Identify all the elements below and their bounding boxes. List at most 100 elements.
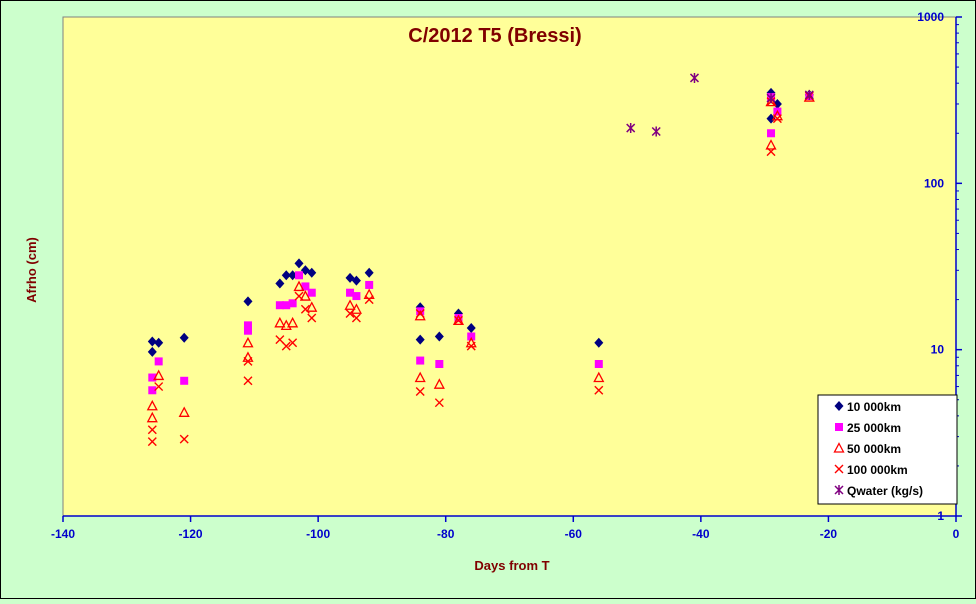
data-point [345,308,355,318]
y-axis-title: Afrho (cm) [24,237,39,303]
data-point [307,313,317,323]
data-point [434,398,444,408]
data-point [243,321,252,330]
data-point [180,376,189,385]
x-tick-label: -120 [179,527,203,541]
x-tick-label: 0 [953,527,960,541]
data-point [153,369,165,381]
legend-marker [835,423,843,431]
data-point [350,303,362,314]
data-point [594,360,603,369]
data-point [288,338,298,348]
data-point [766,93,776,104]
legend-label: Qwater (kg/s) [847,484,923,498]
legend-label: 100 000km [847,463,908,477]
data-point [415,308,425,318]
data-point [416,356,425,365]
data-point [346,288,355,297]
data-point [146,399,158,411]
data-point [364,295,374,305]
data-point [467,332,476,341]
data-point [651,126,661,137]
data-point [179,332,189,343]
data-point [766,113,776,124]
data-point [147,425,157,435]
data-point [154,337,164,348]
data-point [148,386,157,395]
data-point [593,371,605,383]
data-point [365,280,374,289]
data-point [147,346,157,357]
data-point [452,314,465,326]
data-point [804,89,814,100]
legend: 10 000km 25 000km 50 000km 100 000km Qwater … [817,394,958,505]
data-point [300,304,310,314]
data-point [146,411,158,423]
data-point [287,316,299,328]
legend-label: 25 000km [847,421,901,435]
legend-box [817,394,958,505]
data-point [275,301,284,310]
x-tick-label: -20 [820,527,838,541]
y-tick-label: 10 [931,343,945,357]
data-point [307,267,317,278]
data-point [466,341,476,351]
data-point [294,291,304,301]
data-point [351,275,361,286]
data-point [594,337,604,348]
data-point [293,280,305,292]
plot-area [62,16,957,517]
data-point [466,322,476,333]
data-point [294,258,304,269]
legend-label: 10 000km [847,400,901,414]
data-point [281,341,291,351]
data-point [344,299,356,310]
data-point [147,437,157,447]
legend-marker [834,401,844,411]
y-tick-label: 1 [937,509,944,523]
data-point [454,314,463,323]
data-point [307,288,316,297]
data-point [179,434,189,444]
data-points [146,72,815,447]
data-point [364,267,374,278]
legend-label: 50 000km [847,442,901,456]
legend-marker [833,442,845,453]
data-point [351,313,361,323]
data-point [363,288,375,300]
data-point [772,114,782,124]
data-point [414,371,426,383]
data-point [767,129,776,138]
data-point [243,376,253,386]
data-point [415,387,425,397]
x-axis-title: Days from T [474,558,549,573]
y-tick-label: 100 [924,176,944,190]
chart-title: C/2012 T5 (Bressi) [408,25,581,47]
data-point [352,292,361,301]
data-point [594,385,604,395]
data-point [243,326,252,335]
data-point [154,382,164,392]
series-4 [147,91,814,447]
data-point [281,270,291,281]
data-point [242,336,254,348]
data-point [288,270,298,281]
data-point [689,72,700,83]
data-point [433,378,445,389]
data-point [282,301,291,310]
series-3 [146,91,815,423]
x-tick-label: -60 [565,527,583,541]
legend-marker [834,464,844,474]
data-point [299,290,311,301]
data-point [148,373,157,382]
legend-marker [834,485,844,495]
data-point [243,296,253,307]
data-point [766,147,776,157]
data-point [243,356,253,366]
y-tick-label: 1000 [917,10,944,24]
data-point [306,301,318,312]
x-tick-label: -140 [51,527,75,541]
data-point [415,334,425,345]
